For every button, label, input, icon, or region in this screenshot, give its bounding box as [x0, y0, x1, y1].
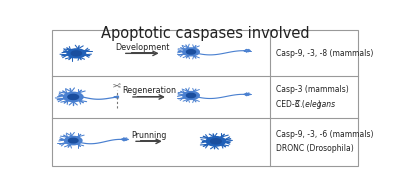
Text: ✂: ✂ — [112, 78, 121, 88]
Circle shape — [206, 137, 226, 146]
Text: ): ) — [318, 100, 320, 108]
Text: Regeneration: Regeneration — [122, 86, 176, 95]
Text: Development: Development — [115, 43, 170, 52]
Circle shape — [68, 94, 79, 99]
Circle shape — [186, 50, 196, 54]
Text: DRONC (Drosophila): DRONC (Drosophila) — [276, 144, 354, 153]
Text: Apoptotic caspases involved: Apoptotic caspases involved — [101, 26, 309, 41]
Circle shape — [64, 92, 83, 102]
Text: Prunning: Prunning — [131, 131, 166, 140]
Text: CED-3 (: CED-3 ( — [276, 100, 304, 108]
Circle shape — [67, 49, 86, 58]
Circle shape — [210, 139, 221, 144]
Circle shape — [64, 137, 82, 145]
Circle shape — [186, 93, 196, 98]
Text: C. elegans: C. elegans — [295, 100, 335, 108]
Circle shape — [183, 92, 199, 99]
Text: Casp-9, -3, -8 (mammals): Casp-9, -3, -8 (mammals) — [276, 49, 373, 58]
Circle shape — [183, 48, 199, 56]
Text: Casp-3 (mammals): Casp-3 (mammals) — [276, 85, 348, 94]
Circle shape — [68, 138, 78, 143]
FancyBboxPatch shape — [52, 30, 358, 166]
Circle shape — [71, 51, 82, 56]
Text: Casp-9, -3, -6 (mammals): Casp-9, -3, -6 (mammals) — [276, 130, 373, 139]
